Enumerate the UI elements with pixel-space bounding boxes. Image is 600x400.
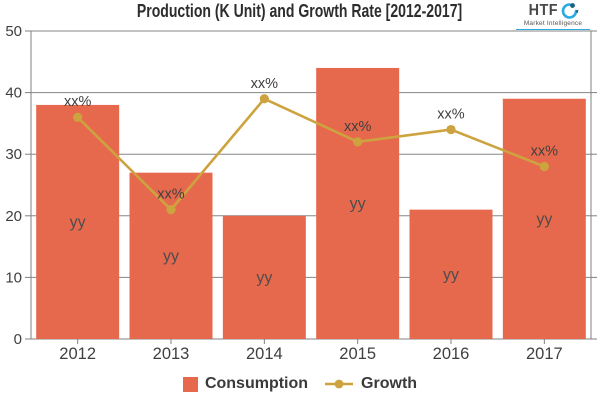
growth-label-2013: xx% (157, 187, 185, 203)
bar-label-2013: yy (163, 248, 179, 265)
bar-label-2017: yy (536, 211, 552, 228)
x-axis-tick-label: 2015 (339, 345, 376, 363)
y-axis-tick-label: 40 (5, 85, 22, 102)
bar-2014 (222, 215, 306, 339)
y-axis-tick-label: 30 (5, 146, 22, 163)
y-axis-tick-label: 50 (5, 23, 22, 40)
bar-2016 (409, 209, 493, 339)
bar-label-2014: yy (256, 269, 272, 286)
growth-label-2014: xx% (251, 76, 279, 92)
logo-subtitle: Market Intelligence (516, 20, 590, 30)
growth-dot-2012 (73, 112, 83, 122)
growth-dot-2015 (353, 137, 363, 147)
growth-dot-2017 (539, 161, 549, 172)
y-axis-tick-label: 10 (5, 269, 22, 286)
x-axis-tick-label: 2016 (433, 345, 470, 363)
growth-dot-2013 (166, 205, 176, 215)
growth-label-2016: xx% (437, 107, 465, 123)
bar-2013 (129, 172, 213, 339)
legend-item-growth: Growth (324, 375, 417, 393)
growth-label-2017: xx% (531, 144, 559, 160)
y-axis-tick-label: 0 (14, 331, 22, 348)
legend-item-consumption: Consumption (182, 375, 309, 393)
growth-dot-2016 (446, 124, 456, 135)
chart-legend: Consumption Growth (0, 374, 600, 394)
legend-label-consumption: Consumption (204, 375, 309, 392)
chart-title-text: Production (K Unit) and Growth Rate [201… (137, 1, 463, 21)
bar-label-2015: yy (350, 195, 366, 212)
growth-marker-icon (325, 379, 354, 389)
x-axis-tick-label: 2012 (59, 345, 96, 363)
bar-label-2012: yy (70, 214, 86, 231)
x-axis-tick-label: 2014 (246, 345, 283, 363)
growth-line (76, 97, 545, 211)
x-axis-tick-label: 2017 (526, 345, 563, 363)
chart-title: Production (K Unit) and Growth Rate [201… (0, 1, 600, 22)
growth-dot-2014 (259, 94, 269, 104)
growth-label-2012: xx% (64, 94, 92, 110)
growth-label-2015: xx% (344, 119, 372, 135)
x-axis-tick-label: 2013 (153, 345, 190, 363)
logo-swirl-icon (562, 3, 579, 19)
consumption-swatch-icon (182, 376, 198, 392)
legend-label-growth: Growth (361, 375, 418, 392)
y-axis-tick-label: 20 (5, 208, 22, 225)
htf-logo: HTF Market Intelligence (516, 2, 590, 30)
bar-2017 (502, 98, 586, 339)
logo-text: HTF (528, 2, 558, 19)
bar-2015 (316, 67, 400, 340)
bar-label-2016: yy (443, 266, 459, 283)
